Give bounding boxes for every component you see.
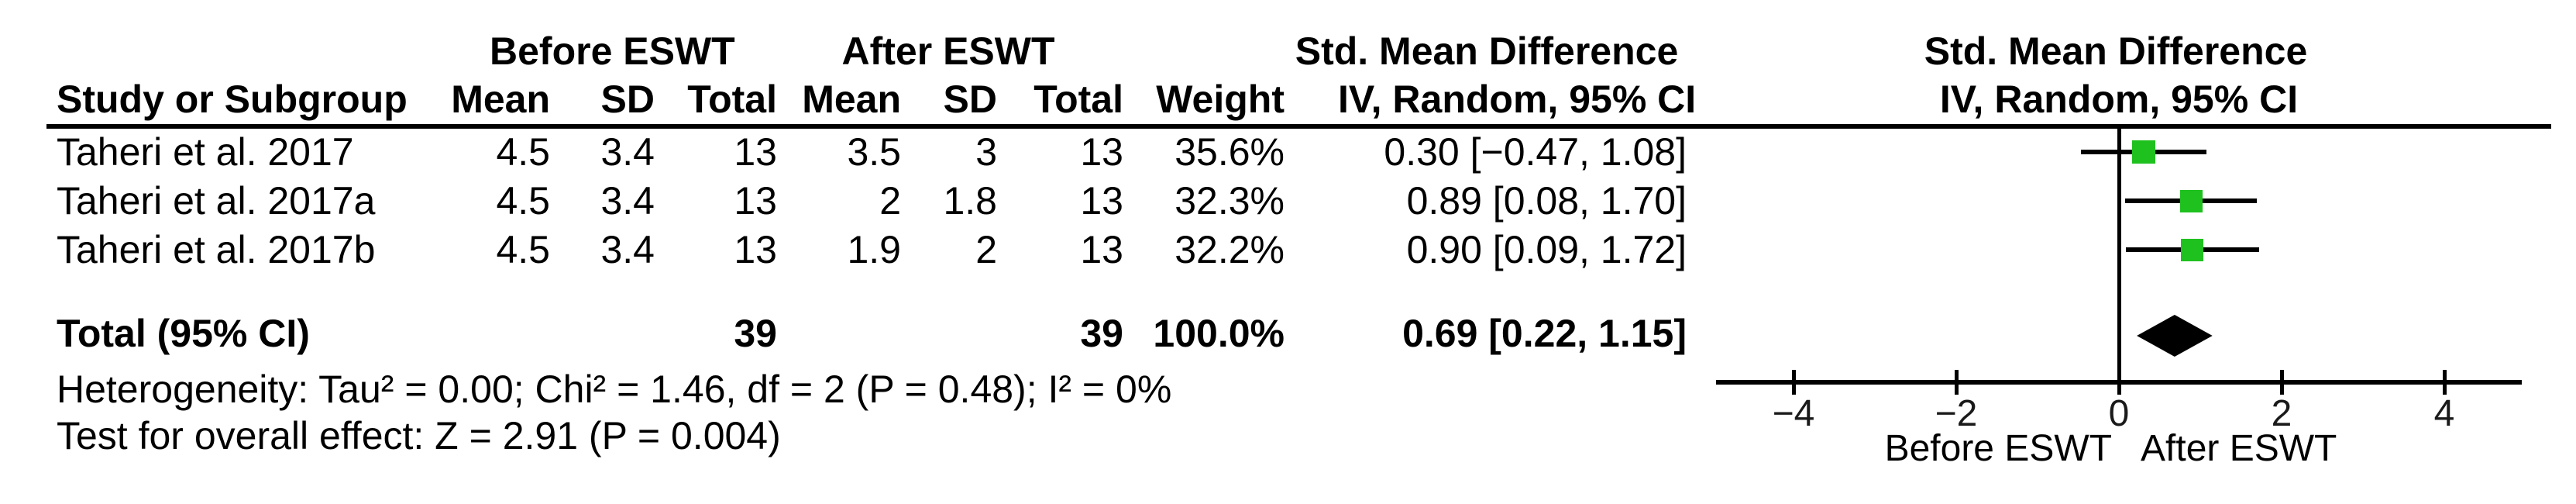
total-label: Total (95% CI) <box>57 312 310 355</box>
study-name: Taheri et al. 2017a <box>57 179 376 223</box>
group-header-smd-table: Std. Mean Difference <box>1295 29 1679 73</box>
after-sd: 1.8 <box>943 179 997 223</box>
smd-ci-text: 0.90 [0.09, 1.72] <box>1406 228 1687 271</box>
axis-tick-label: −4 <box>1772 393 1815 434</box>
weight-value: 32.2% <box>1175 228 1285 271</box>
before-total: 13 <box>734 130 777 174</box>
after-sd: 3 <box>975 130 997 174</box>
axis-tick <box>1792 370 1796 395</box>
effect-square <box>2179 189 2203 212</box>
column-header-mean1: Mean <box>451 78 550 121</box>
smd-ci-text: 0.30 [−0.47, 1.08] <box>1384 130 1687 174</box>
axis-tick <box>1955 370 1959 395</box>
before-total: 13 <box>734 228 777 271</box>
group-header-smd-plot: Std. Mean Difference <box>1924 29 2308 73</box>
column-header-iv-random-ci: IV, Random, 95% CI <box>1338 78 1697 121</box>
axis-tick <box>2280 370 2284 395</box>
study-name: Taheri et al. 2017b <box>57 228 376 271</box>
column-header-total2: Total <box>1033 78 1123 121</box>
after-sd: 2 <box>975 228 997 271</box>
after-total: 13 <box>1080 130 1123 174</box>
column-header-weight: Weight <box>1156 78 1285 121</box>
after-mean: 2 <box>879 179 901 223</box>
before-sd: 3.4 <box>600 228 655 271</box>
effect-square <box>2131 140 2155 164</box>
column-header-total1: Total <box>687 78 777 121</box>
group-header-after-eswt: After ESWT <box>841 29 1055 73</box>
total-after-n: 39 <box>1080 312 1123 355</box>
total-before-n: 39 <box>734 312 777 355</box>
column-header-sd1: SD <box>600 78 655 121</box>
heterogeneity-text: Heterogeneity: Tau² = 0.00; Chi² = 1.46,… <box>57 368 1172 411</box>
axis-tick-label: 0 <box>2108 393 2130 434</box>
total-weight: 100.0% <box>1153 312 1285 355</box>
after-mean: 3.5 <box>847 130 901 174</box>
axis-tick <box>2443 370 2447 395</box>
group-header-before-eswt: Before ESWT <box>490 29 735 73</box>
before-mean: 4.5 <box>496 179 550 223</box>
axis-tick-label: 4 <box>2433 393 2455 434</box>
header-divider-rule <box>46 124 2551 129</box>
zero-line <box>2117 129 2121 382</box>
before-total: 13 <box>734 179 777 223</box>
axis-tick <box>2117 370 2121 395</box>
column-header-study: Study or Subgroup <box>57 78 408 121</box>
after-mean: 1.9 <box>847 228 901 271</box>
study-name: Taheri et al. 2017 <box>57 130 354 174</box>
before-sd: 3.4 <box>600 179 655 223</box>
effect-square <box>2181 238 2203 261</box>
overall-effect-text: Test for overall effect: Z = 2.91 (P = 0… <box>57 414 781 457</box>
before-mean: 4.5 <box>496 130 550 174</box>
weight-value: 32.3% <box>1175 179 1285 223</box>
after-total: 13 <box>1080 228 1123 271</box>
column-header-mean2: Mean <box>802 78 901 121</box>
axis-tick-label: −2 <box>1935 393 1978 434</box>
summary-diamond <box>2137 315 2213 357</box>
column-header-sd2: SD <box>943 78 997 121</box>
axis-label-after-eswt: After ESWT <box>2141 428 2337 469</box>
axis-label-before-eswt: Before ESWT <box>1884 428 2112 469</box>
total-smd-ci-text: 0.69 [0.22, 1.15] <box>1402 312 1687 355</box>
weight-value: 35.6% <box>1175 130 1285 174</box>
plot-header-iv-random-ci: IV, Random, 95% CI <box>1939 78 2299 121</box>
before-mean: 4.5 <box>496 228 550 271</box>
after-total: 13 <box>1080 179 1123 223</box>
smd-ci-text: 0.89 [0.08, 1.70] <box>1406 179 1687 223</box>
axis-tick-label: 2 <box>2271 393 2292 434</box>
before-sd: 3.4 <box>600 130 655 174</box>
